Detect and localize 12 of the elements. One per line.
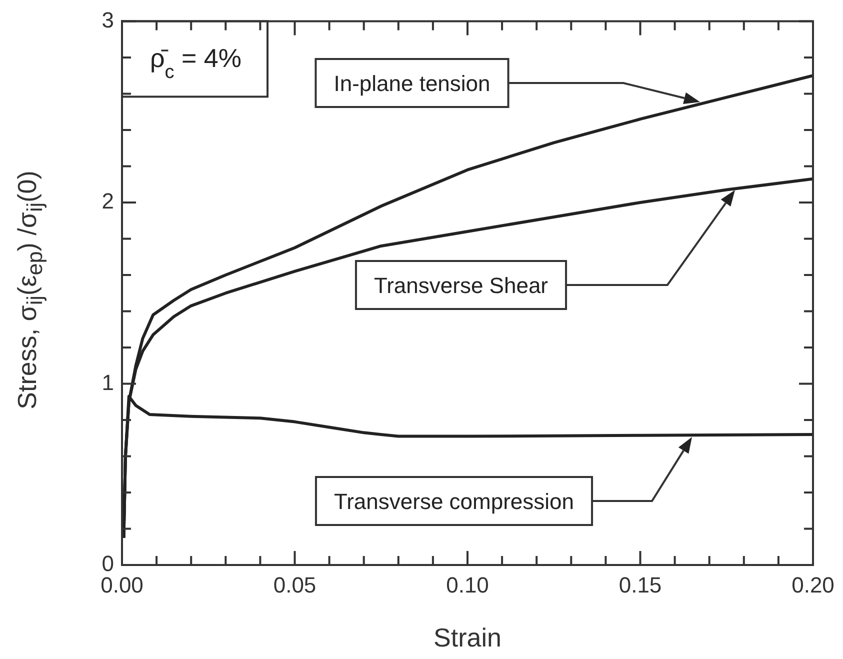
y-tick-label: 2 [102, 188, 114, 214]
x-tick-label: 0.20 [792, 572, 834, 598]
annotation: Transverse compression [334, 489, 574, 514]
x-tick-label: 0.15 [618, 572, 662, 598]
x-axis-title: Strain [434, 622, 502, 653]
annotation: Transverse Shear [374, 273, 548, 298]
x-tick-label: 0.05 [273, 572, 316, 598]
annotation: In-plane tension [334, 71, 490, 96]
annotation: ρ̄$_{c}$ = 4% [150, 43, 242, 83]
y-tick-label: 3 [102, 7, 114, 32]
x-tick-label: 0.10 [446, 572, 489, 598]
y-tick-label: 1 [102, 370, 114, 395]
